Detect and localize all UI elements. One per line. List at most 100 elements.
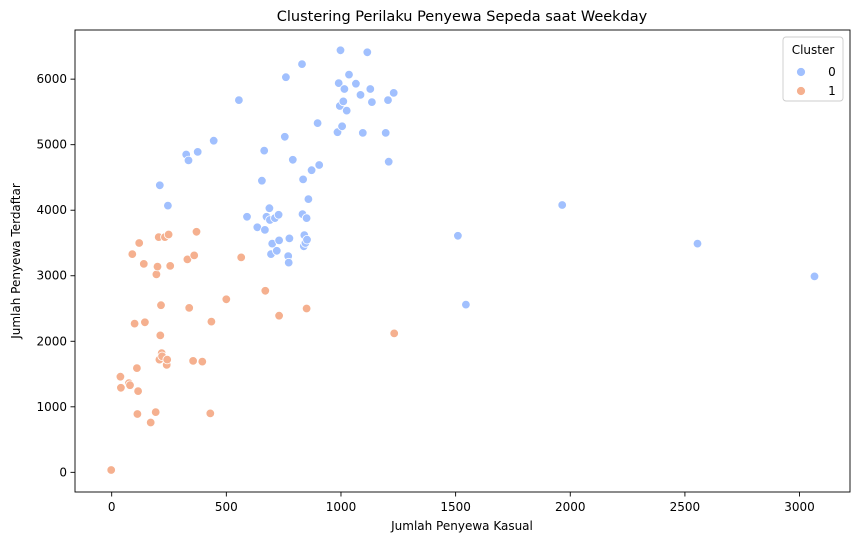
data-point-cluster-1 <box>129 318 140 329</box>
data-point-cluster-0 <box>274 235 284 246</box>
data-point-cluster-1 <box>191 227 202 237</box>
data-point-cluster-0 <box>272 246 282 256</box>
y-tick-label: 4000 <box>36 203 67 217</box>
data-point-cluster-0 <box>264 203 275 213</box>
data-point-cluster-0 <box>312 118 323 128</box>
data-point-cluster-0 <box>183 155 194 166</box>
data-point-cluster-0 <box>234 95 244 105</box>
data-point-cluster-1 <box>163 229 174 240</box>
data-point-cluster-1 <box>182 254 193 265</box>
legend-label-cluster-0: 0 <box>828 65 836 79</box>
data-point-cluster-0 <box>273 210 284 220</box>
x-tick-label: 3000 <box>784 500 815 514</box>
data-point-cluster-1 <box>188 356 198 366</box>
y-tick-label: 5000 <box>36 138 67 152</box>
data-point-cluster-0 <box>284 233 295 244</box>
data-point-cluster-1 <box>236 252 246 263</box>
data-point-cluster-1 <box>197 356 208 367</box>
data-point-cluster-1 <box>151 269 162 280</box>
data-point-cluster-0 <box>342 105 352 116</box>
data-point-cluster-1 <box>125 380 135 390</box>
data-point-cluster-0 <box>337 121 347 132</box>
data-point-cluster-0 <box>242 212 252 222</box>
data-point-cluster-1 <box>139 259 149 269</box>
data-point-cluster-0 <box>259 145 269 156</box>
data-point-cluster-0 <box>302 234 312 245</box>
data-point-cluster-1 <box>145 417 156 428</box>
data-point-cluster-1 <box>184 303 194 313</box>
data-point-cluster-0 <box>355 90 366 100</box>
data-point-cluster-1 <box>132 409 143 419</box>
data-point-cluster-0 <box>192 147 203 157</box>
data-point-cluster-0 <box>367 97 377 107</box>
data-point-cluster-0 <box>281 72 291 82</box>
data-point-cluster-0 <box>453 231 463 241</box>
data-point-cluster-0 <box>381 128 391 138</box>
x-tick-label: 1000 <box>326 500 357 514</box>
data-point-cluster-1 <box>301 303 312 314</box>
data-point-cluster-1 <box>116 383 126 393</box>
data-point-cluster-1 <box>389 328 399 339</box>
plot-area: 0 500 1000 1500 2000 2500 3000 0 1000 2000 3000 40… <box>36 29 851 514</box>
y-tick-label: 6000 <box>36 72 67 86</box>
data-point-cluster-0 <box>557 200 567 210</box>
data-point-cluster-1 <box>115 372 126 382</box>
chart-title: Clustering Perilaku Penyewa Sepeda saat … <box>277 9 648 25</box>
data-point-cluster-1 <box>205 408 216 419</box>
data-point-cluster-0 <box>284 257 294 268</box>
data-point-cluster-1 <box>162 354 172 365</box>
legend-label-cluster-1: 1 <box>828 84 836 98</box>
data-point-cluster-1 <box>127 249 138 259</box>
data-point-cluster-1 <box>156 300 166 310</box>
data-point-cluster-0 <box>335 45 346 56</box>
data-point-cluster-0 <box>389 88 399 98</box>
data-point-cluster-0 <box>306 165 317 175</box>
legend: Cluster 0 1 <box>782 36 844 102</box>
data-point-cluster-0 <box>351 78 361 89</box>
legend-title: Cluster <box>792 43 835 57</box>
data-point-cluster-0 <box>163 200 173 211</box>
legend-box <box>782 36 844 102</box>
data-point-cluster-1 <box>152 261 163 272</box>
data-point-cluster-1 <box>206 316 217 327</box>
y-tick-label: 2000 <box>36 334 67 348</box>
x-tick-label: 1500 <box>440 500 471 514</box>
y-tick-label: 3000 <box>36 269 67 283</box>
data-point-cluster-0 <box>358 128 368 138</box>
data-point-cluster-0 <box>809 271 820 282</box>
data-point-cluster-1 <box>155 330 166 341</box>
data-point-cluster-1 <box>132 363 142 373</box>
y-axis: 0 1000 2000 3000 4000 5000 6000 <box>36 72 75 479</box>
data-point-cluster-1 <box>134 238 144 248</box>
x-tick-label: 2500 <box>670 500 701 514</box>
data-point-cluster-1 <box>150 407 161 417</box>
data-point-cluster-1 <box>140 317 150 328</box>
data-point-cluster-0 <box>155 180 165 191</box>
data-point-cluster-0 <box>208 135 219 146</box>
data-point-cluster-0 <box>339 84 350 94</box>
data-point-cluster-1 <box>274 311 284 321</box>
y-tick-label: 0 <box>59 465 67 479</box>
data-point-cluster-0 <box>365 84 376 94</box>
legend-marker-cluster-0 <box>796 67 806 77</box>
data-point-cluster-1 <box>221 294 232 305</box>
data-point-cluster-0 <box>297 59 307 69</box>
data-point-cluster-1 <box>260 286 271 296</box>
x-axis-label: Jumlah Penyewa Kasual <box>390 519 533 533</box>
data-point-cluster-1 <box>106 465 116 475</box>
plot-frame <box>74 29 851 493</box>
data-point-cluster-0 <box>338 96 349 107</box>
data-point-cluster-0 <box>384 156 394 167</box>
data-point-cluster-0 <box>301 213 312 223</box>
data-point-cluster-1 <box>133 386 143 396</box>
data-point-cluster-0 <box>280 132 290 142</box>
data-point-cluster-0 <box>334 78 344 88</box>
data-point-cluster-0 <box>314 160 324 170</box>
data-point-cluster-0 <box>344 69 354 80</box>
data-point-cluster-0 <box>257 175 267 186</box>
data-point-cluster-0 <box>362 47 373 58</box>
data-point-cluster-0 <box>383 95 393 105</box>
data-point-cluster-0 <box>692 238 703 249</box>
